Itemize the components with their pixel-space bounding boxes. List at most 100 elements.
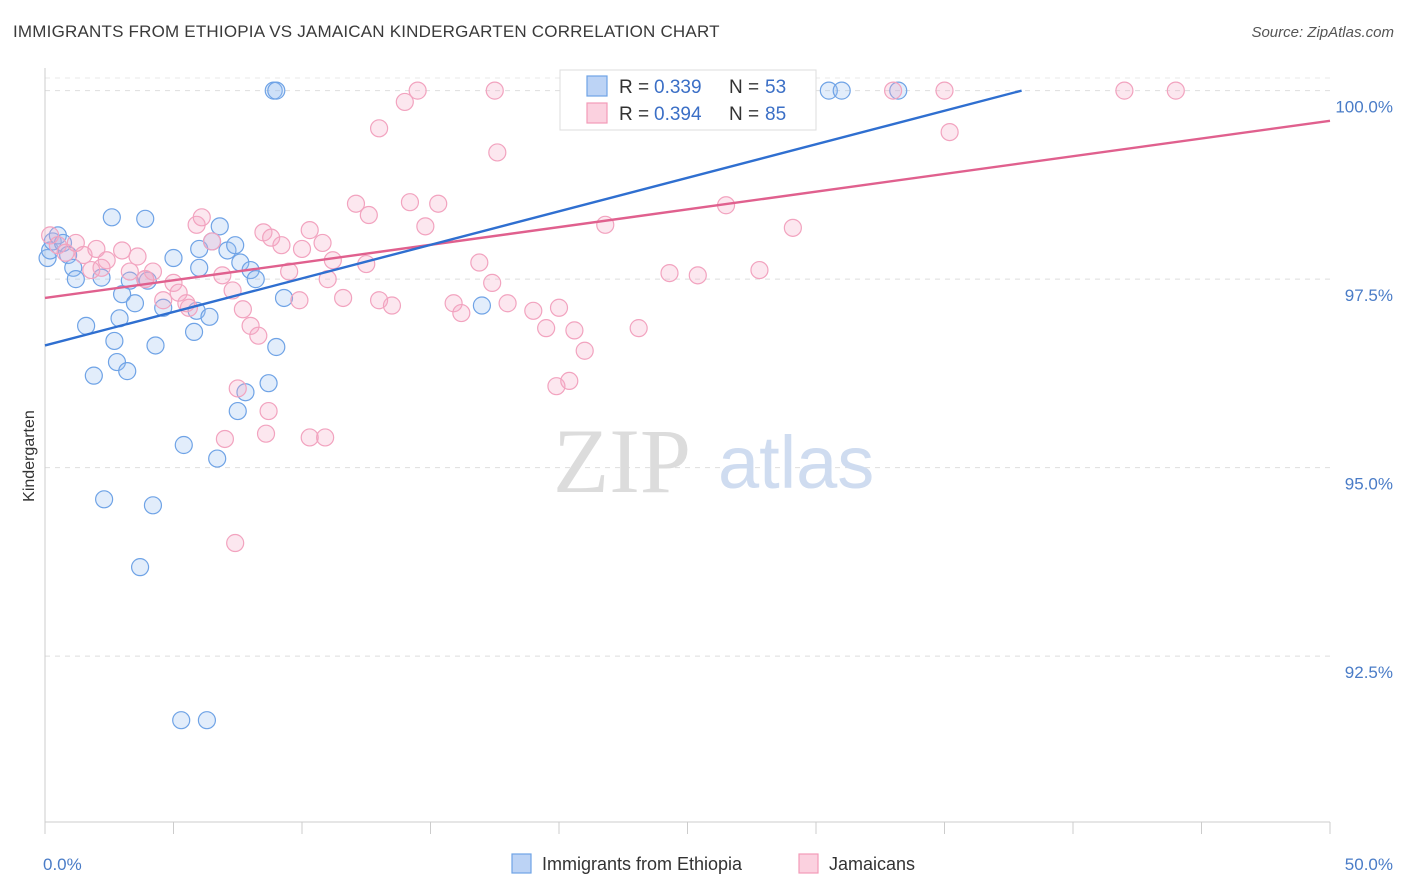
legend-swatch-jamaicans bbox=[586, 102, 608, 124]
y-tick-label: 92.5% bbox=[1345, 663, 1393, 682]
watermark-zip: ZIP bbox=[553, 410, 691, 512]
trend-lines bbox=[44, 89, 1331, 347]
legend-r-label-jamaicans: R = bbox=[619, 104, 649, 125]
data-point-jamaicans bbox=[128, 247, 147, 266]
data-point-jamaicans bbox=[292, 239, 312, 259]
data-point-ethiopia bbox=[143, 496, 163, 515]
data-point-jamaicans bbox=[262, 228, 281, 247]
data-point-jamaicans bbox=[346, 194, 366, 213]
data-point-ethiopia bbox=[77, 316, 96, 335]
bottom-legend-label-jamaicans: Jamaicans bbox=[829, 854, 915, 874]
data-point-ethiopia bbox=[267, 337, 286, 357]
data-point-ethiopia bbox=[130, 558, 150, 577]
data-point-jamaicans bbox=[940, 122, 959, 142]
data-point-jamaicans bbox=[313, 233, 332, 253]
watermark: ZIP atlas bbox=[553, 410, 874, 512]
data-point-jamaicans bbox=[272, 236, 291, 255]
legend-r-label-ethiopia: R = bbox=[619, 77, 649, 98]
data-point-jamaicans bbox=[316, 428, 335, 447]
data-point-ethiopia bbox=[118, 362, 137, 381]
data-point-ethiopia bbox=[125, 294, 145, 313]
data-point-jamaicans bbox=[429, 194, 448, 213]
series-jamaicans-points bbox=[41, 81, 1185, 553]
data-point-ethiopia bbox=[200, 307, 219, 326]
chart-source: Source: ZipAtlas.com bbox=[1251, 24, 1394, 41]
data-point-jamaicans bbox=[1166, 81, 1185, 100]
data-point-ethiopia bbox=[210, 217, 229, 236]
data-point-ethiopia bbox=[246, 270, 265, 289]
data-point-jamaicans bbox=[241, 316, 260, 335]
y-tick-label: 100.0% bbox=[1335, 98, 1393, 117]
data-point-jamaicans bbox=[48, 236, 67, 255]
data-point-jamaicans bbox=[300, 428, 319, 447]
data-point-ethiopia bbox=[164, 248, 183, 268]
series-ethiopia-points bbox=[38, 81, 908, 730]
data-point-jamaicans bbox=[395, 92, 414, 112]
legend-box: R = 0.339 N = 53 R = 0.394 N = 85 bbox=[559, 69, 817, 131]
data-point-jamaicans bbox=[408, 81, 427, 100]
data-point-jamaicans bbox=[300, 221, 319, 240]
data-point-ethiopia bbox=[274, 288, 294, 308]
data-point-jamaicans bbox=[215, 429, 234, 449]
data-point-ethiopia bbox=[84, 366, 103, 385]
y-tick-label: 97.5% bbox=[1345, 286, 1393, 305]
bottom-legend-swatch-ethiopia bbox=[511, 853, 532, 874]
data-point-jamaicans bbox=[688, 266, 707, 285]
data-point-jamaicans bbox=[256, 424, 276, 443]
data-point-jamaicans bbox=[226, 533, 245, 553]
data-point-jamaicans bbox=[444, 294, 463, 313]
data-point-jamaicans bbox=[259, 401, 278, 421]
data-point-jamaicans bbox=[290, 291, 309, 310]
legend-n-label-ethiopia: N = bbox=[729, 77, 759, 98]
bottom-legend-swatch-jamaicans bbox=[798, 853, 819, 874]
legend-r-value-ethiopia: 0.339 bbox=[654, 77, 702, 98]
legend-r-value-jamaicans: 0.394 bbox=[654, 104, 702, 125]
data-point-jamaicans bbox=[470, 253, 489, 272]
trendline-ethiopia bbox=[44, 89, 1022, 347]
data-point-ethiopia bbox=[184, 322, 204, 341]
data-point-jamaicans bbox=[750, 260, 769, 280]
data-point-ethiopia bbox=[190, 258, 209, 277]
data-point-jamaicans bbox=[143, 262, 163, 281]
data-point-jamaicans bbox=[370, 119, 389, 138]
legend-n-label-jamaicans: N = bbox=[729, 104, 759, 125]
bottom-legend: Immigrants from Ethiopia Jamaicans bbox=[511, 853, 915, 874]
data-point-ethiopia bbox=[472, 296, 491, 315]
data-point-jamaicans bbox=[935, 81, 954, 100]
data-point-jamaicans bbox=[565, 321, 584, 340]
data-point-jamaicans bbox=[334, 288, 353, 308]
data-point-jamaicans bbox=[120, 262, 139, 281]
data-point-ethiopia bbox=[64, 258, 83, 277]
trendline-jamaicans bbox=[44, 119, 1331, 300]
x-tick-label-max: 50.0% bbox=[1345, 855, 1393, 874]
data-point-jamaicans bbox=[416, 217, 435, 236]
data-point-jamaicans bbox=[485, 81, 504, 100]
data-point-ethiopia bbox=[112, 285, 132, 304]
data-point-jamaicans bbox=[192, 208, 211, 227]
data-point-jamaicans bbox=[537, 319, 556, 338]
data-point-jamaicans bbox=[549, 298, 569, 317]
data-point-ethiopia bbox=[267, 81, 286, 100]
data-point-jamaicans bbox=[154, 291, 173, 310]
legend-n-value-jamaicans: 85 bbox=[765, 104, 786, 125]
data-point-jamaicans bbox=[382, 296, 402, 315]
data-point-jamaicans bbox=[783, 218, 802, 237]
y-axis-title: Kindergarten bbox=[21, 410, 38, 502]
legend-swatch-ethiopia bbox=[586, 75, 608, 97]
data-point-ethiopia bbox=[208, 449, 227, 468]
data-point-ethiopia bbox=[226, 236, 245, 255]
data-point-ethiopia bbox=[832, 81, 851, 100]
data-point-jamaicans bbox=[233, 300, 252, 319]
data-point-ethiopia bbox=[66, 270, 85, 289]
data-point-ethiopia bbox=[102, 208, 121, 227]
data-point-jamaicans bbox=[483, 273, 502, 292]
chart-title: IMMIGRANTS FROM ETHIOPIA VS JAMAICAN KIN… bbox=[13, 22, 720, 41]
data-point-ethiopia bbox=[174, 435, 193, 455]
data-point-jamaicans bbox=[452, 303, 471, 323]
data-point-jamaicans bbox=[202, 232, 222, 251]
data-point-jamaicans bbox=[280, 262, 299, 281]
tick-labels: 92.5% 95.0% 97.5% 100.0% 0.0% 50.0% bbox=[43, 98, 1393, 874]
data-point-ethiopia bbox=[228, 401, 247, 421]
data-point-ethiopia bbox=[146, 336, 165, 355]
